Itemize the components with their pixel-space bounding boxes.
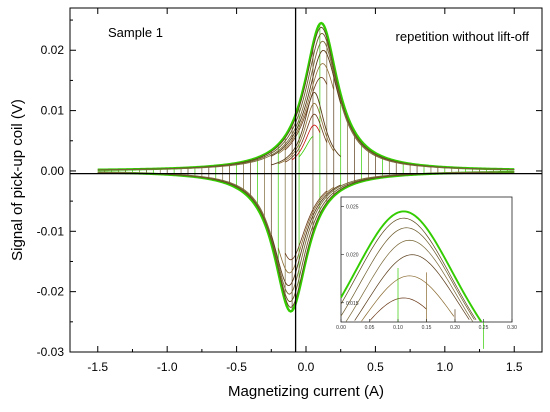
y-tick-label: 0.00	[41, 164, 65, 178]
y-tick-label: 0.01	[41, 104, 65, 118]
upper-branch-curve	[97, 40, 515, 171]
minor-loop	[271, 92, 342, 166]
x-tick-label: -1.5	[87, 360, 108, 374]
inset-curve	[340, 210, 483, 323]
inset-curve	[354, 254, 470, 321]
inset-x-tick-label: 0.20	[450, 325, 460, 331]
minor-loop	[278, 102, 335, 165]
minor-loop	[284, 113, 328, 163]
inset-y-ticks: 0.015 0.020 0.025	[341, 205, 359, 307]
inset-x-tick-label: 0.15	[422, 325, 432, 331]
lower-branch-curve	[277, 187, 334, 274]
x-tick-label: 0.0	[298, 360, 315, 374]
inset-y-tick-label: 0.015	[346, 301, 359, 307]
inset-data-layer	[340, 210, 484, 349]
x-tick-label: 1.0	[436, 360, 453, 374]
lower-branch-curve	[270, 184, 341, 286]
y-tick-label: 0.02	[41, 43, 65, 57]
y-axis-ticks: -0.03 -0.02 -0.01 0.00 0.01 0.02	[37, 19, 542, 359]
inset-x-tick-label: 0.10	[393, 325, 403, 331]
inset-curve	[340, 217, 477, 321]
x-axis-ticks: -1.5 -1.0 -0.5 0.0 0.5 1.0 1.5	[87, 8, 523, 374]
x-tick-label: 0.5	[367, 360, 384, 374]
y-tick-label: -0.02	[37, 285, 65, 299]
minor-loop	[298, 136, 314, 158]
x-tick-label: -0.5	[226, 360, 247, 374]
inset-x-tick-label: 0.05	[365, 325, 375, 331]
minor-loop	[291, 124, 321, 161]
inset-y-tick-label: 0.025	[346, 205, 359, 211]
inset-x-tick-label: 0.30	[507, 325, 517, 331]
inset-chart: 0.00 0.05 0.10 0.15 0.20 0.25 0.30 0.0150.0200…	[336, 196, 517, 349]
upper-branch-curve	[271, 49, 342, 157]
x-tick-label: 1.5	[506, 360, 523, 374]
inset-x-ticks: 0.00 0.05 0.10 0.15 0.20 0.25 0.30	[336, 319, 517, 331]
inset-curve	[340, 227, 475, 320]
x-axis-title: Magnetizing current (A)	[228, 383, 384, 400]
x-tick-label: -1.0	[157, 360, 178, 374]
lower-branch-curve	[284, 190, 328, 261]
y-tick-label: -0.03	[37, 345, 65, 359]
y-axis-title: Signal of pick-up coil (V)	[9, 99, 26, 261]
upper-branch-curve	[278, 63, 335, 155]
inset-x-tick-label: 0.00	[336, 325, 346, 331]
annotation-repetition: repetition without lift-off	[396, 29, 530, 44]
inset-curve	[345, 239, 473, 322]
inset-curve	[361, 275, 455, 322]
annotation-sample: Sample 1	[108, 25, 163, 40]
y-tick-label: -0.01	[37, 224, 65, 238]
inset-y-tick-label: 0.020	[346, 253, 359, 259]
upper-branch-curve	[284, 76, 328, 151]
inset-x-tick-label: 0.25	[479, 325, 489, 331]
